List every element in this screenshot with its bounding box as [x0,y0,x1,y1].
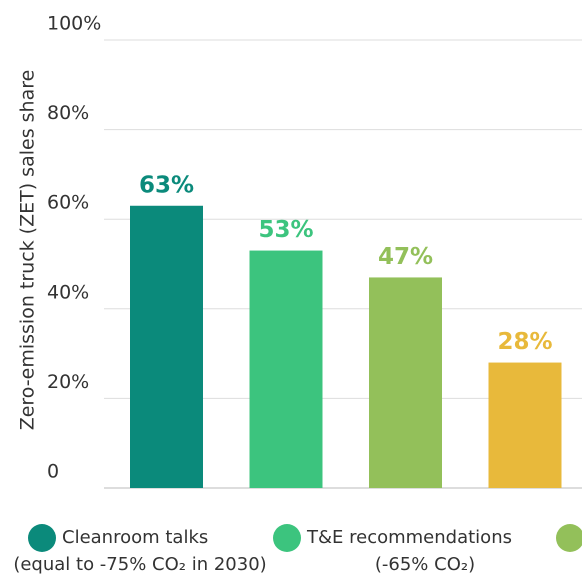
legend-swatch [28,524,56,552]
legend-label: (equal to -75% CO₂ in 2030) [13,554,266,575]
y-tick-label: 80% [47,102,89,124]
data-label: 53% [258,217,313,243]
bar [369,277,442,488]
y-tick-label: 0 [47,461,59,483]
y-axis-title: Zero-emission truck (ZET) sales share [17,70,39,431]
legend-swatch [273,524,301,552]
legend-label: T&E recommendations [306,527,512,548]
y-tick-label: 60% [47,192,89,214]
legend-label: Cleanroom talks [62,527,208,548]
bar [130,205,203,488]
legend-swatch [556,524,582,552]
data-label: 28% [497,329,552,355]
bar [249,250,323,488]
y-tick-label: 40% [47,281,89,303]
bar [488,362,562,488]
y-tick-label: 100% [47,13,101,35]
y-tick-label: 20% [47,371,89,393]
data-label: 63% [139,172,194,198]
data-label: 47% [378,244,433,270]
legend-label: (-65% CO₂) [375,554,475,575]
